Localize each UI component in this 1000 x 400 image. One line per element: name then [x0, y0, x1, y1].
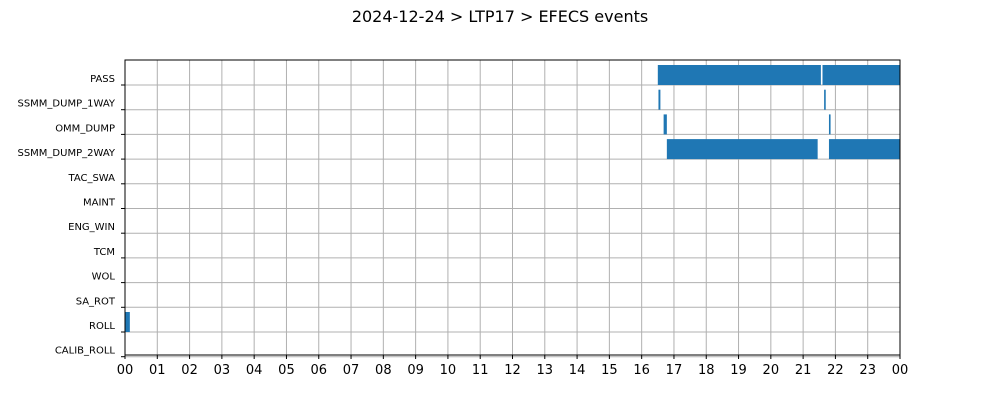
x-tick-label: 01	[149, 363, 166, 378]
x-tick-label: 06	[310, 363, 327, 378]
event-bar	[666, 139, 818, 160]
x-tick-label: 00	[892, 363, 909, 378]
x-tick-label: 03	[214, 363, 231, 378]
x-tick-label: 04	[246, 363, 263, 378]
x-tick-label: 00	[117, 363, 134, 378]
plot-frame	[124, 59, 901, 356]
y-tick-label: SSMM_DUMP_1WAY	[17, 99, 115, 110]
x-tick-label: 19	[730, 363, 747, 378]
event-bar	[828, 139, 900, 160]
event-bar	[828, 114, 831, 135]
grid-layer	[124, 60, 901, 358]
x-tick-label: 07	[343, 363, 360, 378]
event-bar	[657, 65, 821, 85]
event-bar	[822, 65, 900, 85]
y-tick-label: TAC_SWA	[67, 173, 115, 184]
x-tick-label: 08	[375, 363, 392, 378]
event-bar	[663, 114, 667, 135]
x-tick-label: 20	[763, 363, 780, 378]
y-tick-label: PASS	[90, 74, 115, 85]
event-bar	[658, 89, 661, 110]
y-tick-label: WOL	[92, 272, 116, 283]
y-tick-label: ROLL	[89, 321, 115, 332]
x-tick-label: 23	[859, 363, 876, 378]
y-tick-label: TCM	[93, 247, 115, 258]
axis-layer: 00 01 02 03 04 05 06 07 08 09 10 11 12 13 14 15 16 17 18 19…	[17, 74, 908, 378]
x-tick-label: 16	[633, 363, 650, 378]
x-tick-label: 13	[537, 363, 554, 378]
x-tick-label: 14	[569, 363, 586, 378]
y-tick-label: SSMM_DUMP_2WAY	[17, 148, 115, 159]
y-tick-label: CALIB_ROLL	[55, 346, 116, 357]
x-tick-label: 22	[827, 363, 844, 378]
y-tick-label: MAINT	[83, 198, 116, 209]
x-tick-label: 10	[440, 363, 457, 378]
y-tick-label: SA_ROT	[76, 296, 116, 307]
y-tick-label: OMM_DUMP	[55, 123, 115, 134]
event-bar	[125, 312, 130, 332]
x-tick-label: 02	[181, 363, 198, 378]
x-tick-label: 11	[472, 363, 489, 378]
bar-layer	[125, 65, 900, 332]
chart-title: 2024-12-24 > LTP17 > EFECS events	[352, 7, 648, 26]
x-tick-label: 12	[504, 363, 521, 378]
event-bar	[824, 89, 826, 110]
x-tick-label: 17	[666, 363, 683, 378]
y-tick-label: ENG_WIN	[68, 222, 115, 233]
x-tick-label: 18	[698, 363, 715, 378]
x-tick-label: 09	[407, 363, 424, 378]
x-tick-label: 21	[795, 363, 812, 378]
x-tick-label: 15	[601, 363, 618, 378]
x-tick-label: 05	[278, 363, 295, 378]
